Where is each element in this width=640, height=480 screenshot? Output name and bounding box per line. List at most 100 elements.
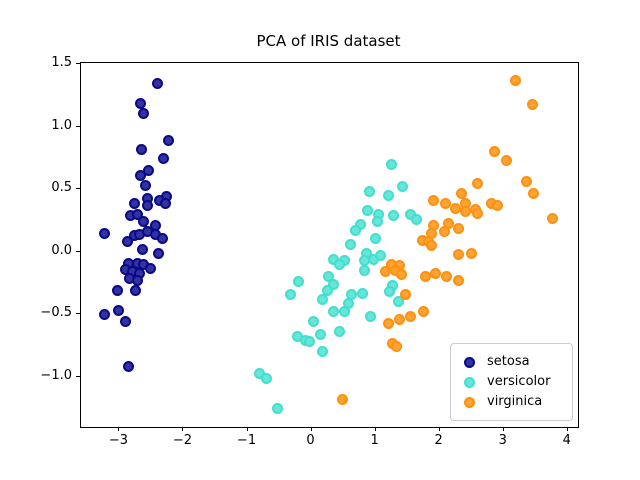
data-point-virginica	[426, 240, 438, 252]
data-point-virginica	[453, 248, 465, 260]
legend-label: virginica	[487, 394, 543, 409]
data-point-setosa	[113, 305, 125, 317]
data-point-versicolor	[364, 311, 376, 323]
x-tick-label: 3	[498, 433, 507, 448]
data-point-versicolor	[327, 278, 339, 290]
data-point-versicolor	[261, 372, 273, 384]
data-point-setosa	[162, 135, 174, 147]
data-point-setosa	[98, 308, 110, 320]
data-point-versicolor	[304, 336, 316, 348]
data-point-setosa	[140, 180, 152, 192]
data-point-virginica	[489, 146, 501, 158]
data-point-setosa	[157, 232, 169, 244]
data-point-virginica	[546, 212, 558, 224]
x-tick-mark	[246, 427, 248, 431]
data-point-versicolor	[386, 158, 398, 170]
data-point-versicolor	[358, 265, 370, 277]
data-point-setosa	[129, 197, 141, 209]
data-point-versicolor	[388, 210, 400, 222]
data-point-virginica	[455, 187, 467, 199]
data-point-virginica	[510, 75, 522, 86]
data-point-virginica	[460, 206, 472, 218]
data-point-setosa	[138, 216, 150, 228]
data-point-versicolor	[411, 213, 423, 225]
y-tick-mark	[76, 63, 80, 65]
data-point-setosa	[119, 316, 131, 328]
data-point-virginica	[501, 155, 513, 167]
data-point-setosa	[98, 227, 110, 239]
y-tick-mark	[76, 375, 80, 377]
x-tick-mark	[438, 427, 440, 431]
x-tick-label: −1	[236, 433, 257, 448]
data-point-versicolor	[372, 216, 384, 228]
data-point-setosa	[160, 197, 172, 209]
data-point-setosa	[135, 170, 147, 182]
data-point-setosa	[152, 247, 164, 259]
legend-item-versicolor: versicolor	[451, 372, 572, 392]
y-tick-mark	[76, 250, 80, 252]
data-point-virginica	[439, 197, 451, 209]
x-tick-label: −3	[108, 433, 128, 448]
data-point-versicolor	[327, 306, 339, 318]
x-tick-label: 0	[306, 433, 315, 448]
data-point-versicolor	[349, 225, 361, 237]
data-point-virginica	[471, 177, 483, 189]
data-point-virginica	[452, 222, 464, 234]
data-point-virginica	[466, 247, 478, 259]
data-point-virginica	[382, 317, 394, 329]
y-tick-mark	[76, 188, 80, 190]
data-point-versicolor	[339, 306, 351, 318]
data-point-versicolor	[272, 402, 284, 414]
x-tick-mark	[182, 427, 184, 431]
data-point-setosa	[135, 143, 147, 155]
data-point-virginica	[405, 311, 417, 323]
data-point-versicolor	[375, 250, 387, 262]
data-point-setosa	[131, 208, 143, 220]
data-point-versicolor	[307, 316, 319, 328]
legend-marker-icon	[464, 396, 475, 408]
data-point-versicolor	[333, 258, 345, 270]
data-point-versicolor	[333, 326, 345, 338]
data-point-versicolor	[316, 293, 328, 305]
plot-area: setosa versicolor virginica	[80, 62, 579, 428]
data-point-versicolor	[363, 186, 375, 198]
x-tick-label: −2	[172, 433, 193, 448]
x-tick-mark	[118, 427, 120, 431]
data-point-setosa	[121, 236, 133, 248]
data-point-setosa	[137, 107, 149, 119]
data-point-virginica	[430, 267, 442, 279]
data-point-virginica	[427, 195, 439, 207]
y-tick-label: −1.0	[40, 367, 72, 383]
data-point-setosa	[112, 285, 123, 297]
y-tick-label: 1.0	[51, 117, 72, 133]
data-point-virginica	[441, 271, 453, 283]
x-tick-mark	[310, 427, 312, 431]
legend-label: versicolor	[487, 374, 551, 389]
y-tick-label: −0.5	[40, 305, 72, 321]
data-point-versicolor	[292, 276, 304, 288]
legend: setosa versicolor virginica	[450, 343, 573, 421]
x-tick-mark	[502, 427, 504, 431]
y-tick-mark	[76, 125, 80, 127]
data-point-virginica	[390, 341, 402, 353]
data-point-setosa	[151, 77, 163, 89]
legend-item-setosa: setosa	[451, 352, 572, 372]
data-point-virginica	[439, 226, 451, 238]
data-point-setosa	[135, 97, 147, 109]
data-point-setosa	[131, 275, 143, 287]
x-tick-label: 1	[370, 433, 379, 448]
legend-label: setosa	[487, 354, 530, 369]
legend-marker-icon	[464, 376, 475, 388]
data-point-versicolor	[370, 232, 382, 244]
y-tick-mark	[76, 313, 80, 315]
data-point-versicolor	[382, 190, 394, 202]
data-point-versicolor	[315, 328, 327, 340]
data-point-virginica	[337, 393, 349, 405]
data-point-virginica	[395, 268, 407, 280]
data-point-virginica	[491, 200, 503, 212]
data-point-versicolor	[284, 288, 296, 300]
data-point-setosa	[136, 243, 148, 255]
legend-item-virginica: virginica	[451, 392, 572, 412]
x-tick-label: 2	[434, 433, 443, 448]
data-point-versicolor	[397, 181, 408, 193]
